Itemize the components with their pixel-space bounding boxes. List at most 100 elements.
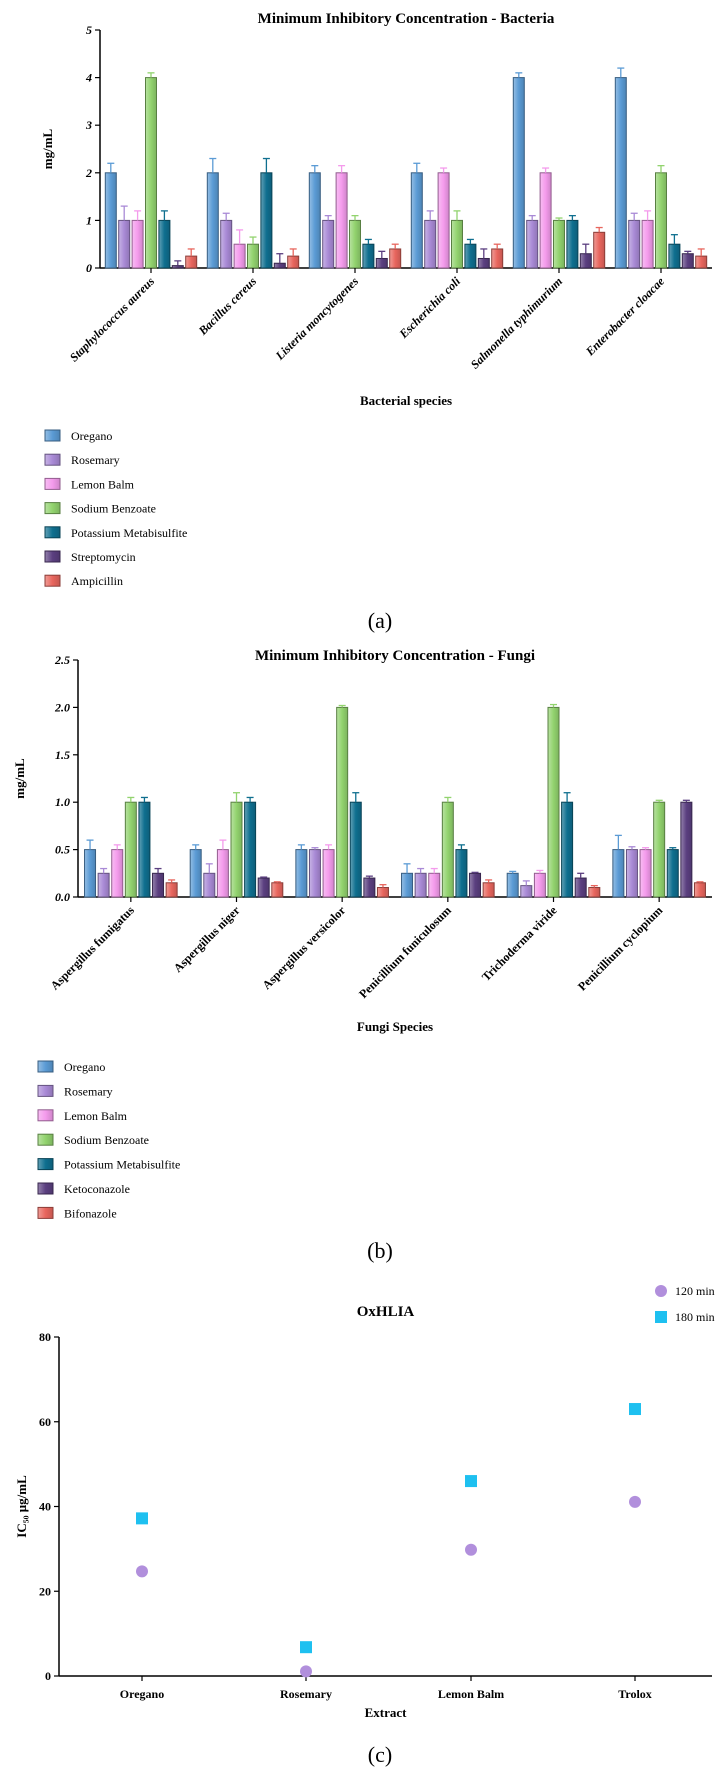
bar-potassium-metabisulfite-escherichia-coli: [464, 243, 477, 269]
bar-ketoconazole-aspergillus-niger: [257, 877, 270, 898]
bar-sodium-benzoate-bacillus-cereus: [247, 243, 259, 269]
y-tick-label: 2.5: [54, 653, 70, 667]
bar-oregano-trichoderma-viride: [506, 872, 519, 898]
legend-label-ketoconazole: Ketoconazole: [64, 1182, 130, 1196]
bar-rosemary-trichoderma-viride: [520, 885, 533, 898]
bar-bifonazole-trichoderma-viride: [588, 887, 601, 898]
legend-swatch-streptomycin: [44, 550, 61, 563]
bar-oregano-escherichia-coli: [410, 172, 423, 269]
point-180-min-lemon-balm: [465, 1475, 477, 1488]
y-tick-label: 80: [39, 1330, 51, 1344]
y-tick-label: 2.0: [54, 700, 70, 714]
y-tick-label: 2: [85, 166, 92, 180]
y-tick-label: 0.0: [55, 890, 70, 904]
x-tick-label: Aspergillus versicolor: [259, 903, 348, 992]
x-axis-label: Fungi Species: [357, 1019, 433, 1034]
legend-swatch-lemon-balm: [44, 477, 61, 490]
bar-potassium-metabisulfite-penicillium-cyclopium: [666, 849, 679, 898]
chart-title: Minimum Inhibitory Concentration - Fungi: [255, 648, 535, 664]
point-180-min-rosemary: [300, 1641, 312, 1654]
bar-ampicillin-enterobacter-cloacae: [695, 255, 708, 269]
legend-swatch-potassium-metabisulfite: [37, 1158, 54, 1171]
bar-lemon-balm-escherichia-coli: [437, 172, 450, 269]
bar-oregano-listeria-moncytogenes: [308, 172, 321, 269]
legend-swatch-sodium-benzoate: [37, 1133, 54, 1146]
x-tick-label: Aspergillus niger: [171, 903, 243, 975]
bar-potassium-metabisulfite-enterobacter-cloacae: [668, 243, 681, 269]
bar-lemon-balm-enterobacter-cloacae: [641, 219, 654, 269]
legend-label-lemon-balm: Lemon Balm: [64, 1109, 128, 1123]
bar-rosemary-listeria-moncytogenes: [322, 219, 335, 269]
bar-ampicillin-staphylococcus-aureus: [185, 255, 198, 269]
bar-oregano-aspergillus-versicolor: [295, 849, 308, 898]
x-tick-label: Enterobacter cloacae: [582, 274, 667, 359]
bar-sodium-benzoate-aspergillus-fumigatus: [124, 801, 137, 898]
bar-sodium-benzoate-penicillium-cyclopium: [653, 801, 666, 898]
bar-oregano-salmonella-typhimurium: [512, 77, 525, 269]
bar-lemon-balm-bacillus-cereus: [233, 243, 246, 269]
bar-sodium-benzoate-enterobacter-cloacae: [655, 172, 667, 269]
bar-rosemary-salmonella-typhimurium: [526, 219, 539, 269]
x-tick-label: Trichoderma viride: [479, 903, 560, 984]
bar-lemon-balm-aspergillus-niger: [216, 849, 229, 898]
bar-oregano-enterobacter-cloacae: [614, 77, 627, 269]
bar-streptomycin-bacillus-cereus: [273, 262, 286, 269]
legend-swatch-lemon-balm: [37, 1109, 54, 1122]
bar-ketoconazole-aspergillus-versicolor: [363, 877, 376, 898]
y-axis-label: mg/mL: [12, 758, 27, 799]
x-tick-label: Bacillus cereus: [195, 274, 259, 338]
panel-label-b: (b): [367, 1238, 393, 1263]
y-tick-label: 0: [86, 261, 92, 275]
bar-lemon-balm-aspergillus-fumigatus: [111, 849, 124, 898]
legend-label-rosemary: Rosemary: [71, 453, 120, 467]
y-tick-label: 1.5: [55, 748, 70, 762]
legend-label-potassium-metabisulfite: Potassium Metabisulfite: [64, 1158, 180, 1172]
y-tick-label: 20: [39, 1584, 51, 1598]
bar-lemon-balm-staphylococcus-aureus: [131, 219, 144, 269]
x-tick-label: Penicillium funiculosum: [356, 903, 454, 1001]
chart-title: OxHLIA: [357, 1304, 415, 1320]
bar-potassium-metabisulfite-penicillium-funiculosum: [455, 849, 468, 898]
bar-streptomycin-escherichia-coli: [477, 257, 490, 269]
bar-potassium-metabisulfite-staphylococcus-aureus: [158, 219, 171, 269]
legend-swatch-ketoconazole: [37, 1182, 54, 1195]
legend-marker-120-min: [655, 1285, 667, 1297]
bar-sodium-benzoate-aspergillus-versicolor: [336, 706, 349, 898]
x-tick-label: Aspergillus fumigatus: [48, 903, 138, 993]
x-axis-label: Bacterial species: [360, 393, 452, 408]
legend-swatch-oregano: [44, 429, 61, 442]
bar-rosemary-aspergillus-fumigatus: [97, 872, 110, 898]
x-tick-label: Penicillium cyclopium: [575, 903, 665, 993]
chart-title: Minimum Inhibitory Concentration - Bacte…: [258, 11, 555, 27]
y-axis-label: mg/mL: [40, 128, 55, 169]
point-120-min-oregano: [136, 1565, 148, 1578]
legend-label-oregano: Oregano: [64, 1060, 105, 1074]
panel-label-c: (c): [368, 1742, 392, 1767]
bar-sodium-benzoate-penicillium-funiculosum: [441, 801, 454, 898]
bar-rosemary-staphylococcus-aureus: [118, 219, 131, 269]
bar-lemon-balm-penicillium-funiculosum: [428, 872, 441, 898]
x-axis-label: Extract: [365, 1705, 408, 1720]
legend-label-streptomycin: Streptomycin: [71, 550, 136, 564]
chart-c-oxhlia: OxHLIA 0 20 40 60 80 IC₅₀ μg/mL Oregano Rosemary…: [14, 1284, 715, 1720]
x-tick-label: Salmonella typhimurium: [468, 274, 565, 371]
legend-marker-180-min: [655, 1311, 667, 1323]
legend-label-bifonazole: Bifonazole: [64, 1206, 117, 1220]
legend-swatch-rosemary: [44, 453, 61, 466]
bar-sodium-benzoate-salmonella-typhimurium: [553, 219, 565, 269]
bar-streptomycin-listeria-moncytogenes: [375, 257, 388, 269]
legend-label-sodium-benzoate: Sodium Benzoate: [64, 1133, 149, 1147]
legend-swatch-rosemary: [37, 1084, 54, 1097]
bar-potassium-metabisulfite-aspergillus-niger: [244, 801, 257, 898]
legend-label-rosemary: Rosemary: [64, 1084, 113, 1098]
bar-streptomycin-staphylococcus-aureus: [171, 265, 184, 269]
y-tick-label: 1.0: [55, 795, 70, 809]
legend-label-ampicillin: Ampicillin: [71, 574, 123, 588]
bar-sodium-benzoate-listeria-moncytogenes: [349, 219, 361, 269]
y-tick-label: 5: [86, 23, 92, 37]
legend-swatch-oregano: [37, 1060, 54, 1073]
bar-streptomycin-enterobacter-cloacae: [681, 253, 694, 269]
bar-ampicillin-escherichia-coli: [491, 248, 504, 269]
bar-rosemary-enterobacter-cloacae: [628, 219, 641, 269]
